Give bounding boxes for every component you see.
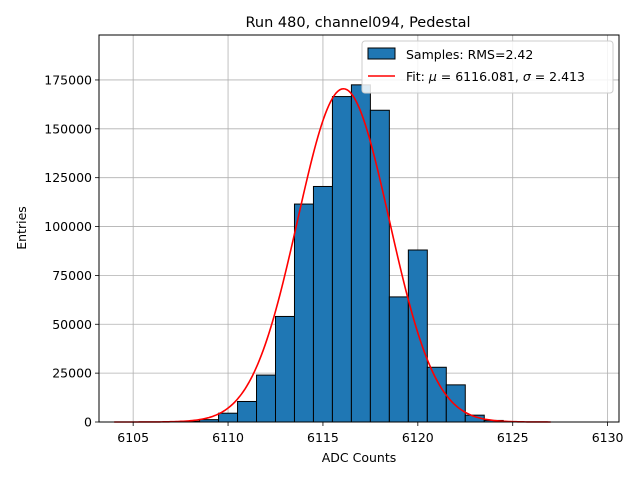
y-tick-label: 25000 bbox=[52, 366, 92, 381]
legend: Samples: RMS=2.42 Fit: μ = 6116.081, σ =… bbox=[361, 40, 614, 94]
x-axis: 6105 6110 6115 6120 6125 6130 bbox=[117, 422, 624, 445]
legend-histogram-label: Samples: RMS=2.42 bbox=[406, 47, 533, 62]
histogram-bar bbox=[445, 384, 466, 423]
histogram-bar bbox=[426, 366, 447, 423]
y-tick-label: 100000 bbox=[44, 219, 92, 234]
histogram-bar bbox=[274, 315, 295, 423]
histogram-bars bbox=[180, 84, 523, 423]
plot-frame bbox=[98, 34, 620, 423]
histogram-bar bbox=[218, 412, 239, 423]
y-axis: 0 25000 50000 75000 100000 125000 150000 175000 bbox=[44, 72, 99, 430]
x-tick-label: 6110 bbox=[212, 430, 244, 445]
histogram-bar bbox=[350, 84, 371, 423]
legend-fit-suffix: = 2.413 bbox=[531, 69, 585, 84]
x-tick-label: 6125 bbox=[497, 430, 529, 445]
histogram-bar bbox=[293, 203, 314, 423]
plot-area bbox=[98, 34, 620, 423]
histogram-bar bbox=[388, 296, 409, 423]
x-tick-label: 6120 bbox=[402, 430, 434, 445]
legend-histogram-swatch bbox=[367, 47, 396, 60]
x-axis-label: ADC Counts bbox=[322, 450, 397, 465]
fit-curve bbox=[114, 87, 551, 423]
y-tick-label: 0 bbox=[84, 415, 92, 430]
legend-fit-prefix: Fit: bbox=[406, 69, 429, 84]
legend-box bbox=[361, 40, 614, 94]
y-tick-label: 50000 bbox=[52, 317, 92, 332]
y-tick-label: 150000 bbox=[44, 121, 92, 136]
x-tick-label: 6130 bbox=[592, 430, 624, 445]
histogram-bar bbox=[312, 185, 333, 423]
legend-fit-middle: = 6116.081, bbox=[437, 69, 523, 84]
legend-mu-symbol: μ bbox=[428, 69, 437, 84]
x-tick-label: 6115 bbox=[307, 430, 339, 445]
y-tick-label: 175000 bbox=[44, 72, 92, 87]
histogram-bar bbox=[237, 400, 258, 423]
y-tick-label: 125000 bbox=[44, 170, 92, 185]
y-axis-label: Entries bbox=[14, 206, 29, 250]
x-tick-label: 6105 bbox=[117, 430, 149, 445]
histogram-bar bbox=[331, 96, 352, 423]
legend-sigma-symbol: σ bbox=[523, 69, 532, 84]
legend-fit-label: Fit: μ = 6116.081, σ = 2.413 bbox=[406, 69, 585, 84]
histogram-bar bbox=[369, 109, 390, 423]
histogram-bar bbox=[407, 249, 428, 423]
y-tick-label: 75000 bbox=[52, 268, 92, 283]
histogram-bar bbox=[256, 374, 276, 423]
chart-title: Run 480, channel094, Pedestal bbox=[245, 15, 470, 31]
